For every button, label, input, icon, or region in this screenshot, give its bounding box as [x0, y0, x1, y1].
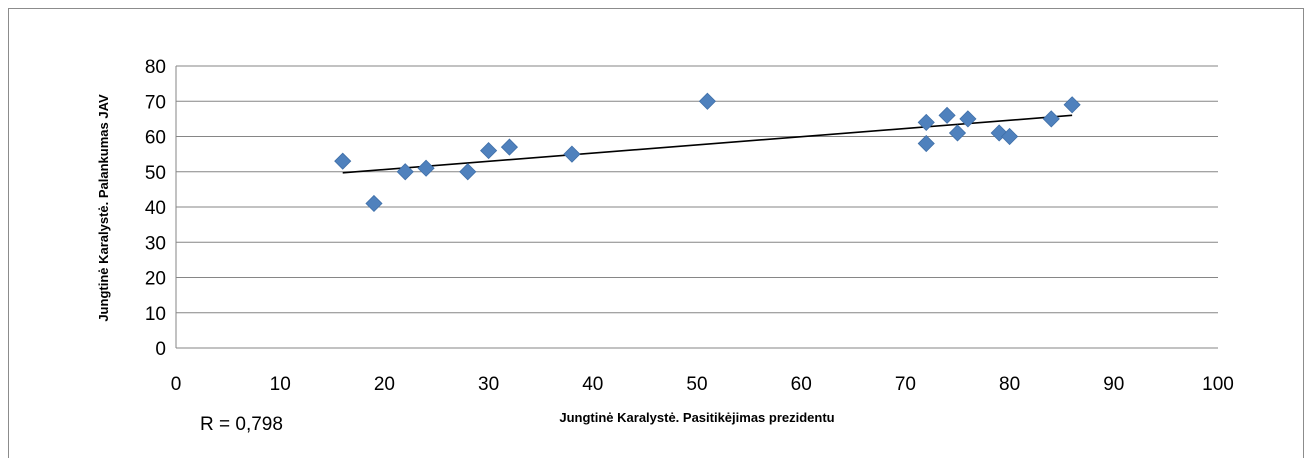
y-tick-label: 10 — [145, 304, 166, 325]
x-tick-label: 70 — [895, 374, 916, 395]
trendline-layer — [342, 114, 1073, 174]
y-tick-label: 40 — [145, 198, 166, 219]
chart-frame — [8, 8, 1304, 458]
data-point — [1042, 110, 1060, 128]
x-tick-label: 30 — [478, 374, 499, 395]
data-point — [563, 145, 581, 163]
x-tick-label: 80 — [999, 374, 1020, 395]
data-point — [334, 152, 352, 170]
axes — [175, 66, 1218, 349]
y-tick-label: 60 — [145, 128, 166, 149]
x-tick-label: 40 — [582, 374, 603, 395]
data-point — [938, 106, 956, 124]
x-tick-label: 60 — [791, 374, 812, 395]
y-tick-label: 20 — [145, 269, 166, 290]
data-point — [948, 124, 967, 142]
x-tick-label: 10 — [270, 374, 291, 395]
data-point — [459, 163, 477, 181]
x-tick-label: 90 — [1103, 374, 1124, 395]
x-tick-label: 0 — [171, 374, 182, 395]
y-tick-label: 70 — [145, 92, 166, 113]
data-point — [365, 194, 383, 213]
data-point — [698, 92, 716, 110]
data-points — [334, 92, 1081, 213]
data-point — [480, 142, 498, 160]
x-tick-label: 20 — [374, 374, 395, 395]
trendline — [342, 114, 1073, 174]
y-tick-label: 50 — [145, 163, 166, 184]
y-axis-title: Jungtinė Karalystė. Palankumas JAV — [96, 94, 111, 322]
x-tick-label: 50 — [686, 374, 707, 395]
data-point — [417, 159, 435, 177]
x-axis-title: Jungtinė Karalystė. Pasitikėjimas prezid… — [559, 410, 834, 425]
x-tick-labels: 0 10 20 30 40 50 60 70 80 90 100 — [171, 374, 1234, 395]
x-tick-label: 100 — [1202, 374, 1234, 395]
data-point — [917, 113, 935, 131]
y-tick-label: 80 — [145, 57, 166, 78]
y-tick-label: 30 — [145, 233, 166, 254]
data-point — [1001, 127, 1019, 146]
y-tick-label: 0 — [155, 339, 166, 360]
correlation-annotation: R = 0,798 — [200, 414, 283, 435]
data-point — [1063, 96, 1081, 114]
data-point — [396, 163, 414, 181]
gridlines — [176, 65, 1218, 314]
y-tick-labels: 0 10 20 30 40 50 60 70 80 — [145, 57, 166, 360]
data-point — [500, 138, 519, 156]
data-point — [959, 110, 977, 128]
data-point — [917, 134, 935, 153]
